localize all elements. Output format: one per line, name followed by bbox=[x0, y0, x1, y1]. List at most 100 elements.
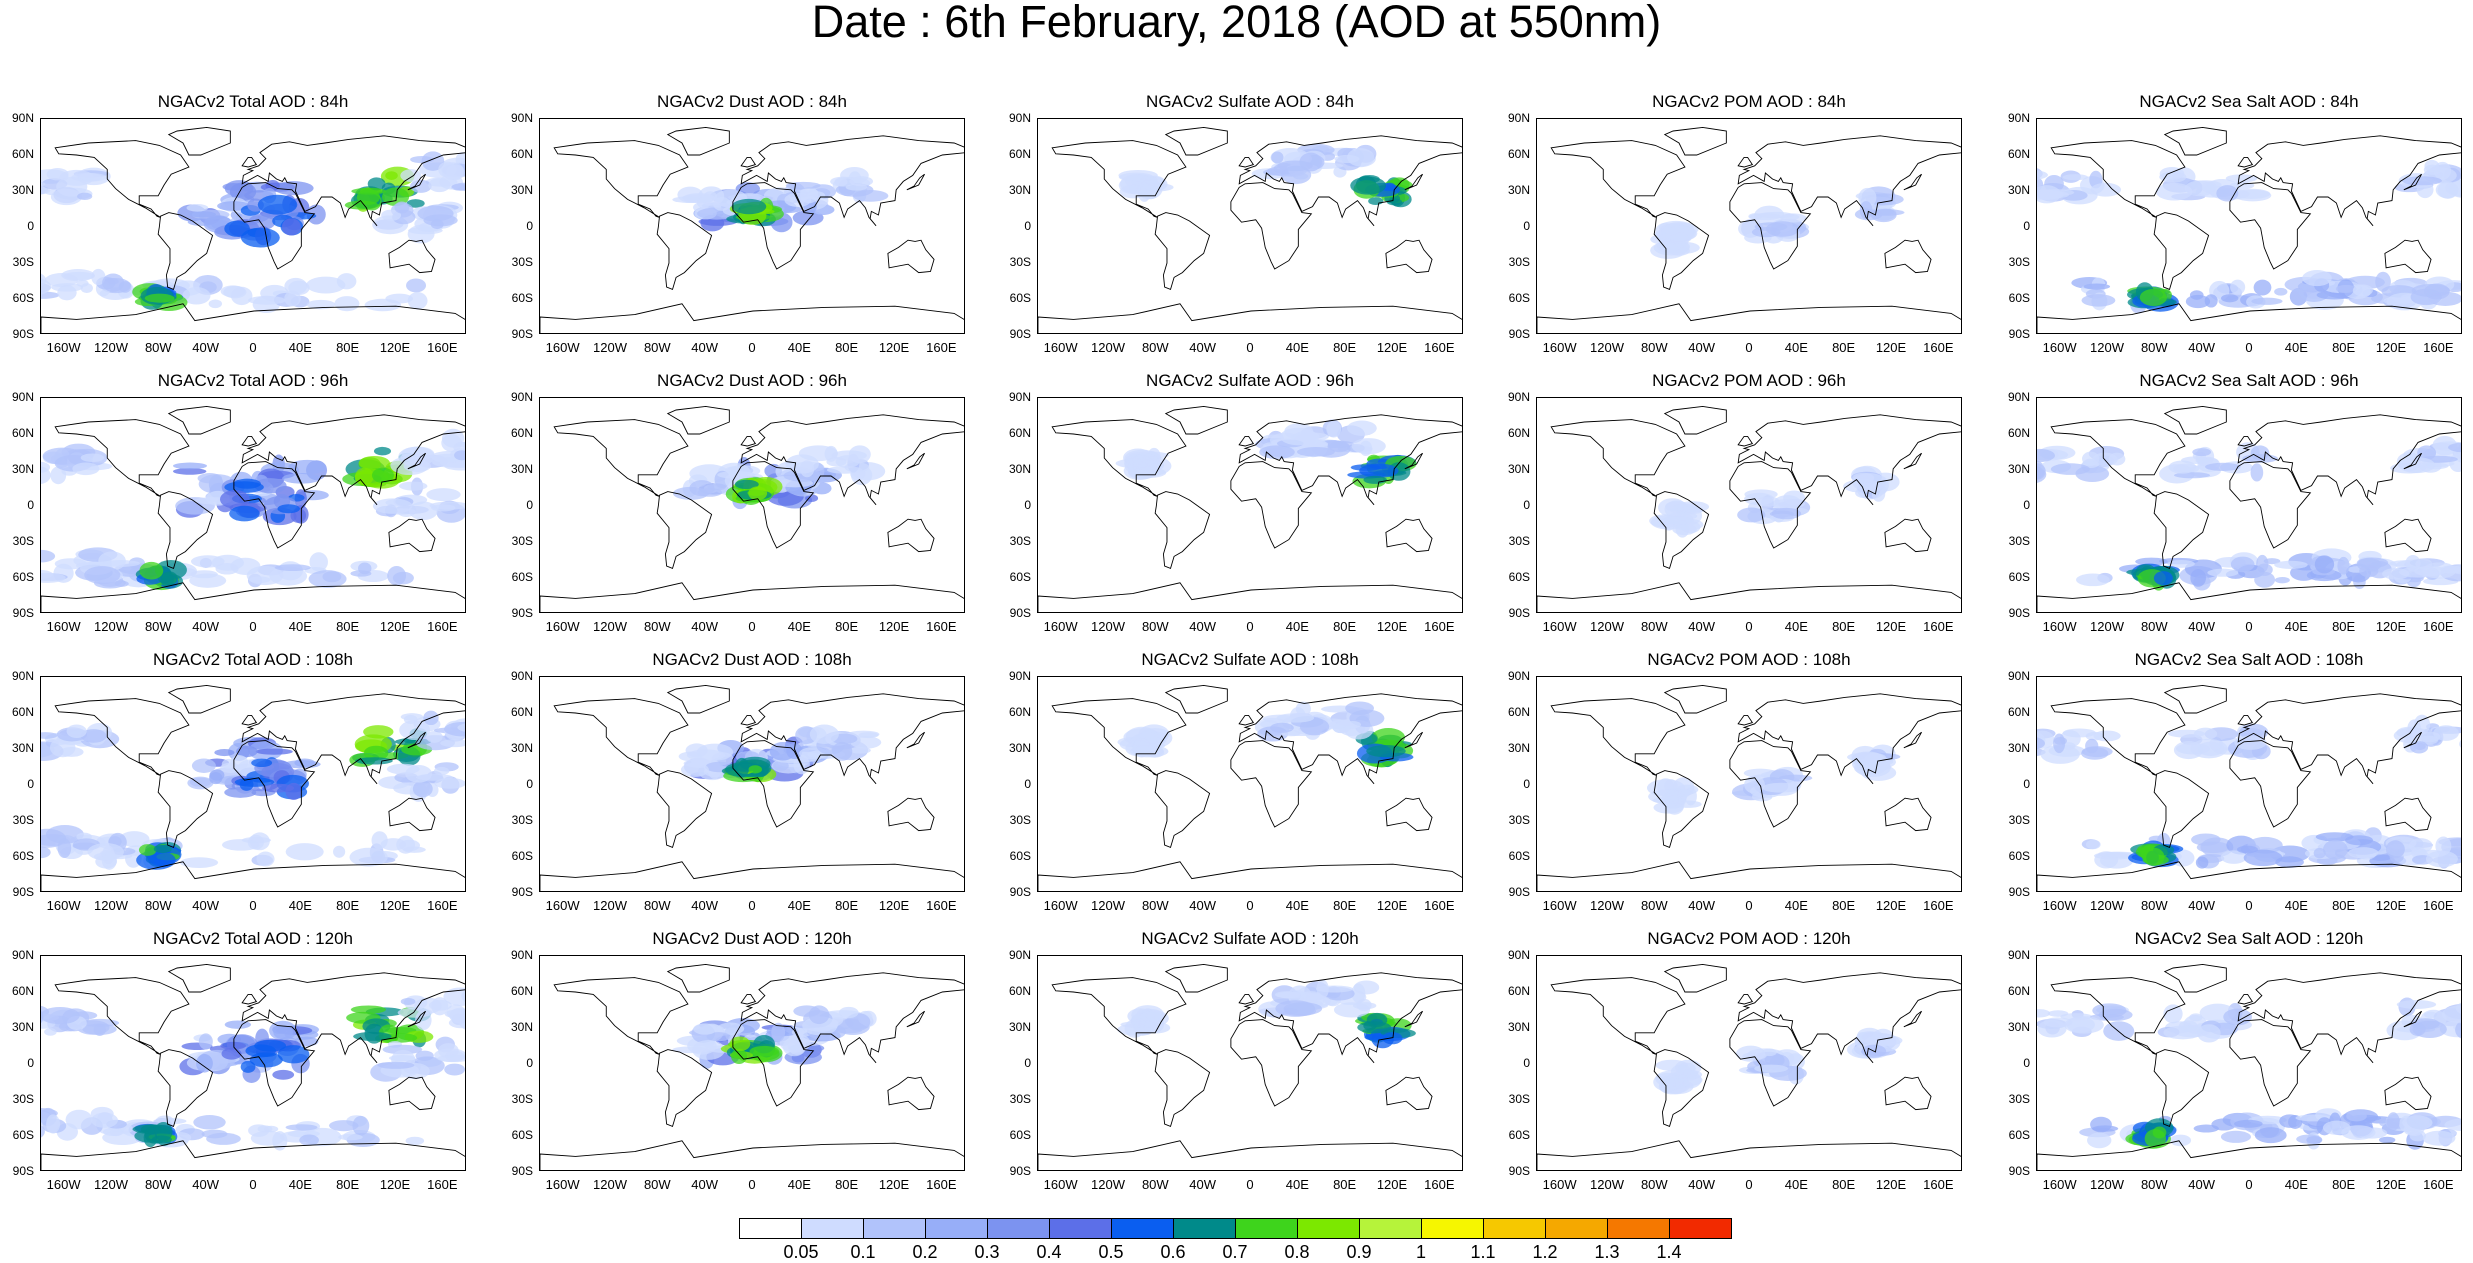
aod-blob bbox=[1352, 438, 1386, 454]
aod-blob bbox=[2296, 1135, 2322, 1144]
x-tick-label: 80W bbox=[1632, 619, 1676, 634]
y-tick-label: 60S bbox=[503, 570, 533, 584]
aod-blob bbox=[1127, 456, 1159, 465]
aod-blob bbox=[2176, 743, 2210, 754]
coastline bbox=[2165, 406, 2227, 434]
y-tick-label: 0 bbox=[1500, 1056, 1530, 1070]
coastline bbox=[1052, 141, 1186, 218]
aod-map bbox=[2037, 677, 2462, 892]
x-tick-label: 80E bbox=[1822, 340, 1866, 355]
y-tick-label: 60N bbox=[503, 705, 533, 719]
x-tick-label: 40W bbox=[683, 898, 727, 913]
aod-blob bbox=[206, 1133, 241, 1145]
x-tick-label: 160E bbox=[1417, 340, 1461, 355]
x-tick-label: 80E bbox=[2322, 340, 2366, 355]
x-tick-label: 40E bbox=[777, 340, 821, 355]
aod-blob bbox=[2412, 1021, 2446, 1038]
aod-map bbox=[540, 119, 965, 334]
aod-map bbox=[540, 398, 965, 613]
aod-blob bbox=[836, 455, 860, 468]
x-tick-label: 80E bbox=[825, 898, 869, 913]
aod-blob bbox=[365, 299, 402, 312]
y-tick-label: 60N bbox=[1500, 984, 1530, 998]
aod-blob bbox=[41, 1007, 80, 1024]
colorbar-label: 0.2 bbox=[905, 1242, 945, 1263]
y-tick-label: 30S bbox=[503, 534, 533, 548]
aod-blob bbox=[2234, 1120, 2263, 1128]
aod-blob bbox=[2163, 1004, 2182, 1023]
coastline bbox=[1231, 1020, 1311, 1106]
y-tick-label: 90S bbox=[2000, 1164, 2030, 1178]
x-tick-label: 160E bbox=[420, 619, 464, 634]
aod-blob bbox=[2382, 568, 2409, 579]
y-tick-label: 90N bbox=[4, 948, 34, 962]
y-tick-label: 60S bbox=[1001, 1128, 1031, 1142]
map-frame bbox=[40, 676, 466, 892]
aod-blob bbox=[1877, 209, 1894, 215]
x-tick-label: 0 bbox=[2227, 898, 2271, 913]
y-tick-label: 0 bbox=[4, 1056, 34, 1070]
aod-blob bbox=[241, 228, 280, 248]
x-tick-label: 40E bbox=[2274, 619, 2318, 634]
coastline bbox=[2385, 519, 2431, 551]
coastline bbox=[2230, 1020, 2310, 1106]
x-tick-label: 120E bbox=[373, 619, 417, 634]
aod-blob bbox=[1144, 1018, 1164, 1033]
aod-map bbox=[1038, 119, 1463, 334]
aod-blob bbox=[2190, 569, 2206, 587]
y-tick-label: 0 bbox=[2000, 219, 2030, 233]
panel-title: NGACv2 Sea Salt AOD : 84h bbox=[1999, 92, 2473, 112]
aod-blob bbox=[2423, 1131, 2456, 1146]
aod-blob bbox=[262, 784, 294, 793]
y-tick-label: 30S bbox=[1500, 1092, 1530, 1106]
aod-blob bbox=[57, 285, 76, 300]
y-tick-label: 90N bbox=[1001, 390, 1031, 404]
map-frame bbox=[40, 955, 466, 1171]
y-tick-label: 60N bbox=[1500, 705, 1530, 719]
x-tick-label: 160W bbox=[42, 1177, 86, 1192]
x-tick-label: 0 bbox=[1228, 898, 1272, 913]
colorbar-label: 0.6 bbox=[1153, 1242, 1193, 1263]
x-tick-label: 80W bbox=[2132, 898, 2176, 913]
x-tick-label: 40W bbox=[2180, 898, 2224, 913]
aod-blob bbox=[1271, 151, 1283, 163]
map-frame bbox=[539, 676, 965, 892]
aod-blob bbox=[387, 566, 406, 585]
coastline bbox=[1904, 1011, 1922, 1027]
aod-map bbox=[1537, 677, 1962, 892]
aod-blob bbox=[1347, 148, 1374, 166]
aod-blob bbox=[188, 218, 216, 226]
aod-blob bbox=[2169, 460, 2197, 473]
x-tick-label: 80W bbox=[136, 1177, 180, 1192]
coastline bbox=[554, 141, 688, 218]
aod-blob bbox=[196, 1054, 213, 1073]
x-tick-label: 160E bbox=[1916, 1177, 1960, 1192]
aod-blob bbox=[1284, 1002, 1323, 1015]
x-tick-label: 80W bbox=[1133, 1177, 1177, 1192]
aod-blob bbox=[2402, 1115, 2432, 1130]
aod-blob bbox=[72, 463, 99, 476]
y-tick-label: 90S bbox=[503, 885, 533, 899]
x-tick-label: 120E bbox=[2369, 898, 2413, 913]
aod-blob bbox=[2231, 557, 2255, 573]
panel-title: NGACv2 Dust AOD : 96h bbox=[502, 371, 1002, 391]
coastline bbox=[1239, 436, 1253, 446]
x-tick-label: 120W bbox=[1585, 340, 1629, 355]
colorbar-label: 0.7 bbox=[1215, 1242, 1255, 1263]
x-tick-label: 160E bbox=[1417, 1177, 1461, 1192]
y-tick-label: 30N bbox=[1500, 462, 1530, 476]
x-tick-label: 160E bbox=[2416, 340, 2460, 355]
y-tick-label: 90N bbox=[1500, 111, 1530, 125]
y-tick-label: 90N bbox=[2000, 111, 2030, 125]
x-tick-label: 160W bbox=[42, 619, 86, 634]
aod-blob bbox=[256, 748, 293, 754]
coastline bbox=[1537, 862, 1962, 892]
aod-blob bbox=[426, 488, 460, 501]
x-tick-label: 120W bbox=[2085, 340, 2129, 355]
aod-blob bbox=[429, 1000, 452, 1011]
x-tick-label: 120W bbox=[89, 340, 133, 355]
y-tick-label: 60S bbox=[1500, 570, 1530, 584]
aod-blob bbox=[2386, 840, 2405, 858]
aod-blob bbox=[299, 1135, 319, 1146]
y-tick-label: 60S bbox=[1001, 291, 1031, 305]
